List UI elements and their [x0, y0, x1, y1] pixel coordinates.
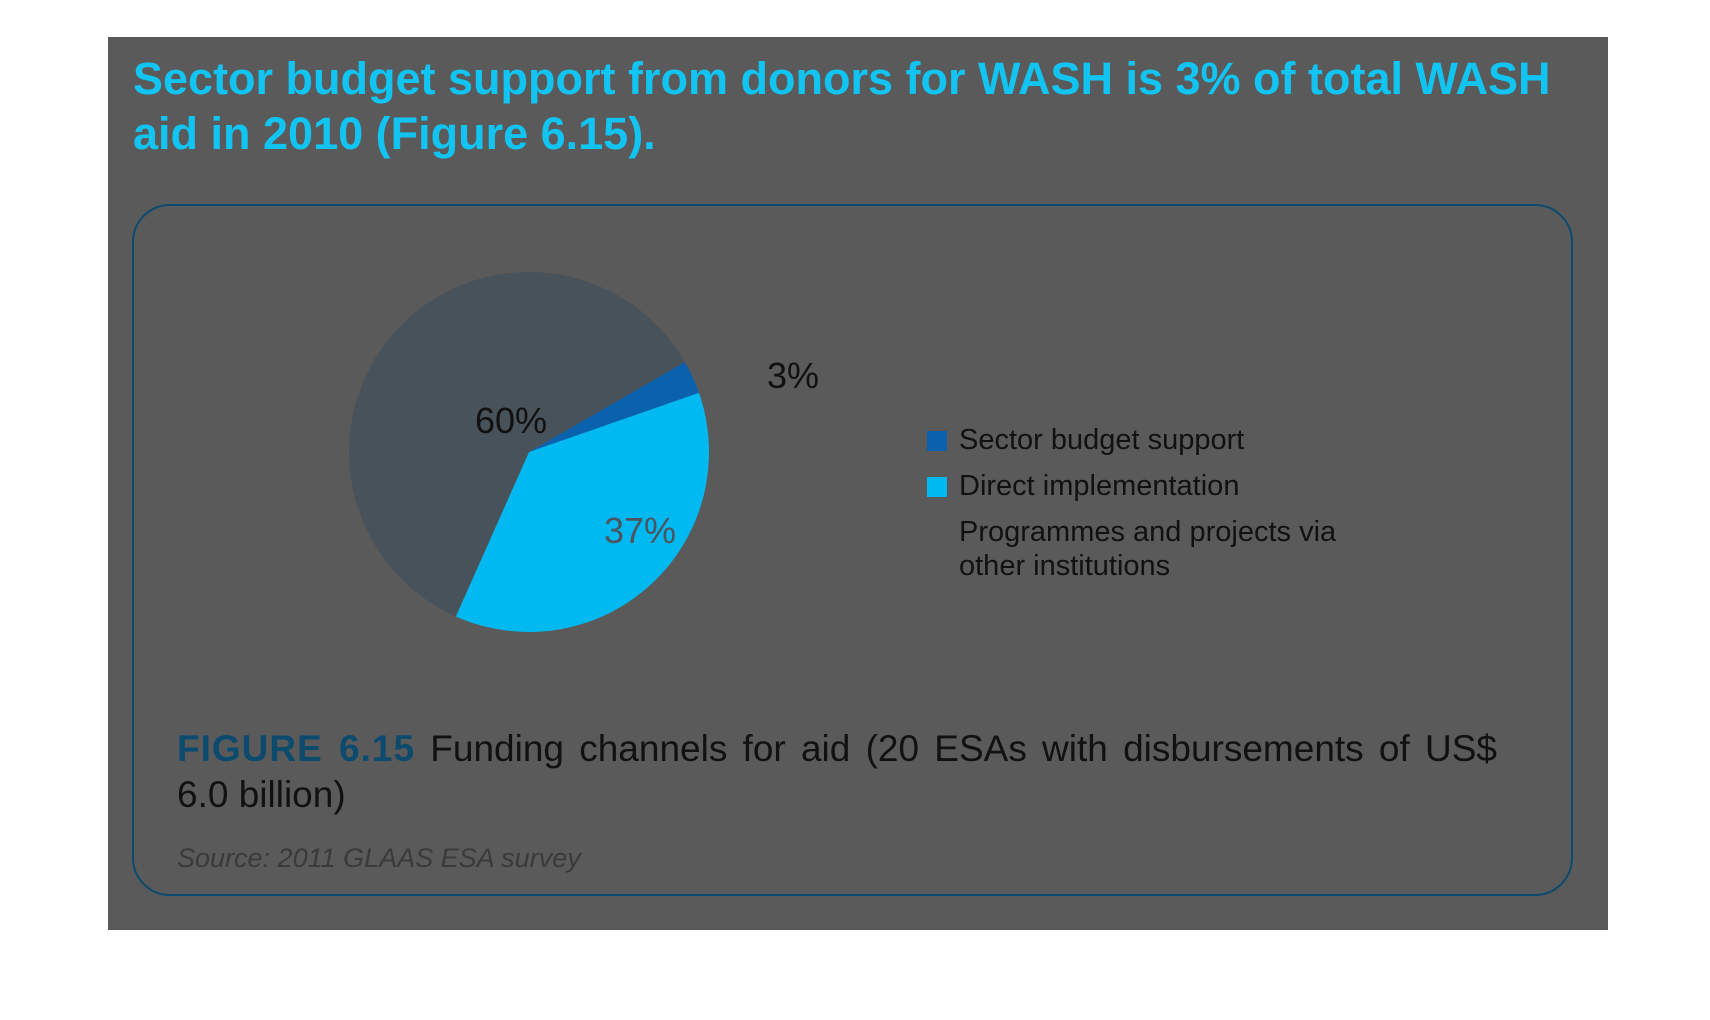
- legend-item-direct-implementation: Direct implementation: [927, 469, 1347, 503]
- slice-label-programmes-projects: 60%: [475, 400, 548, 441]
- figure-number: FIGURE 6.15: [177, 728, 416, 769]
- legend-label: Sector budget support: [959, 424, 1245, 456]
- pie-chart: [348, 271, 710, 633]
- pie-slice-direct-implementation: [455, 392, 710, 633]
- legend-item-sector-budget-support: Sector budget support: [927, 423, 1347, 457]
- legend-label: Direct implementation: [959, 470, 1240, 502]
- figure-caption-text: Funding channels for aid (20 ESAs with d…: [177, 728, 1497, 815]
- slice-label-sector-budget-support: 3%: [767, 355, 820, 396]
- pie-slice-programmes-projects: [348, 271, 685, 617]
- pie-slice-sector-budget-support: [529, 362, 699, 452]
- legend-swatch-sector-budget-support: [927, 431, 947, 451]
- legend-swatch-direct-implementation: [927, 477, 947, 497]
- legend-label: Programmes and projects via other instit…: [959, 516, 1337, 582]
- figure-panel: Sector budget support from donors for WA…: [108, 37, 1608, 930]
- legend-item-programmes-projects: Programmes and projects via other instit…: [927, 515, 1347, 583]
- chart-legend: Sector budget support Direct implementat…: [927, 423, 1347, 595]
- headline: Sector budget support from donors for WA…: [133, 53, 1551, 159]
- figure-frame: 3% 37% 60% Sector budget support Direct …: [132, 204, 1573, 896]
- figure-caption: FIGURE 6.15 Funding channels for aid (20…: [177, 726, 1497, 818]
- figure-source: Source: 2011 GLAAS ESA survey: [177, 843, 581, 873]
- slice-label-direct-implementation: 37%: [604, 510, 677, 551]
